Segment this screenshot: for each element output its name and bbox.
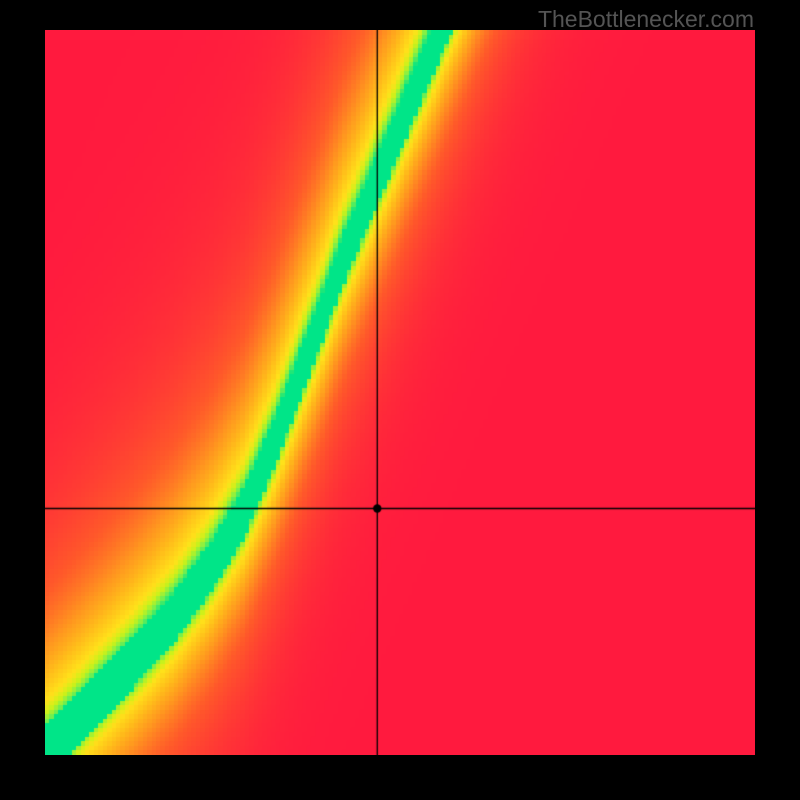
heatmap-canvas <box>45 30 755 755</box>
watermark-text: TheBottlenecker.com <box>538 6 754 33</box>
heatmap-plot <box>45 30 755 755</box>
chart-frame: TheBottlenecker.com <box>0 0 800 800</box>
